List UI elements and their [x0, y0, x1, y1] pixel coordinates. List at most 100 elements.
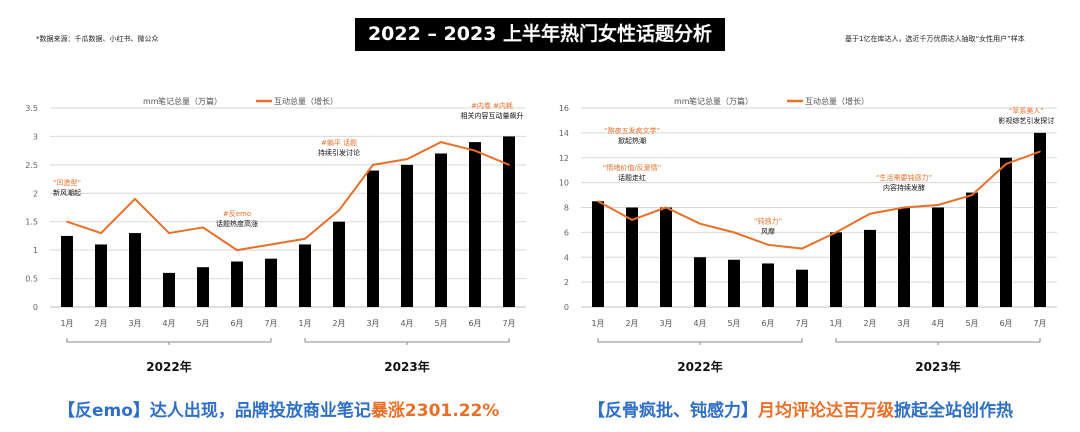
annotation-text: 新风潮起 — [53, 188, 81, 197]
x-tick-label: 1月 — [298, 319, 311, 328]
line-point — [801, 247, 803, 250]
x-tick-label: 7月 — [1033, 319, 1046, 328]
legend-line-label: 互动总量（增长） — [274, 96, 338, 106]
x-tick-label: 3月 — [897, 319, 910, 328]
caption-left-part1: 【反emo】达人出现，品牌投放商业笔记 — [58, 401, 371, 421]
bar — [163, 272, 175, 307]
line-point — [903, 206, 905, 209]
annotation-tag: #内卷 #内耗 — [471, 101, 513, 110]
y-tick-label: 4 — [564, 253, 569, 262]
bar — [503, 136, 515, 307]
x-tick-label: 3月 — [128, 319, 141, 328]
x-tick-label: 3月 — [659, 319, 672, 328]
x-tick-label: 5月 — [727, 319, 740, 328]
annotation-text: 掀起热潮 — [618, 136, 646, 145]
bar — [469, 142, 481, 307]
caption-right-part1: 【反骨疯批、钝感力】 — [588, 401, 758, 421]
x-tick-label: 2月 — [625, 319, 638, 328]
line-point — [100, 232, 102, 234]
line-point — [835, 231, 837, 234]
y-tick-label: 3.5 — [25, 104, 38, 113]
line-point — [733, 231, 735, 234]
bar — [367, 170, 379, 307]
bar — [660, 207, 672, 307]
y-tick-label: 3 — [33, 132, 38, 141]
line-series — [597, 150, 1041, 250]
bar — [762, 263, 774, 307]
x-tick-label: 6月 — [230, 319, 243, 328]
bar — [592, 201, 604, 307]
line-point — [597, 200, 599, 203]
annotation-tag: “情绪价值/反爱情” — [603, 163, 662, 172]
bar — [197, 267, 209, 307]
bar — [231, 261, 243, 307]
bar — [1034, 132, 1046, 307]
y-tick-label: 0.5 — [25, 275, 38, 284]
x-tick-label: 7月 — [795, 319, 808, 328]
line-point — [971, 194, 973, 196]
line-point — [474, 149, 476, 152]
x-tick-label: 2月 — [94, 319, 107, 328]
bar — [1000, 157, 1012, 307]
group-bracket — [597, 338, 803, 345]
annotation-tag: “凹造型” — [53, 178, 81, 187]
line-point — [631, 219, 633, 221]
group-bracket — [835, 338, 1041, 345]
page-title: 2022 – 2023 上半年热门女性话题分析 — [355, 18, 725, 51]
y-tick-label: 12 — [559, 154, 569, 163]
caption-right-part2: 月均评论达百万级 — [758, 401, 894, 421]
y-tick-label: 0 — [564, 303, 569, 312]
line-point — [869, 212, 871, 215]
x-tick-label: 6月 — [761, 319, 774, 328]
legend-line-label: 互动总量（增长） — [805, 96, 869, 106]
line-point — [304, 237, 306, 240]
bar — [932, 207, 944, 307]
line-point — [270, 243, 272, 246]
x-tick-label: 7月 — [502, 319, 515, 328]
line-point — [665, 206, 667, 209]
y-tick-label: 2.5 — [25, 161, 38, 170]
line-series — [66, 141, 510, 252]
y-tick-label: 16 — [559, 104, 569, 113]
line-point — [440, 141, 442, 143]
line-point — [168, 232, 170, 234]
bar — [728, 259, 740, 307]
line-point — [406, 158, 408, 160]
line-point — [1039, 150, 1041, 153]
x-tick-label: 6月 — [999, 319, 1012, 328]
group-label: 2022年 — [146, 359, 191, 374]
x-tick-label: 5月 — [965, 319, 978, 328]
bar — [299, 244, 311, 307]
line-point — [338, 209, 340, 212]
x-tick-label: 5月 — [434, 319, 447, 328]
caption-left-part2: 暴涨2301.22% — [370, 401, 500, 421]
line-point — [1005, 163, 1007, 165]
x-tick-label: 2月 — [332, 319, 345, 328]
y-tick-label: 10 — [559, 179, 569, 188]
bar — [129, 233, 141, 307]
legend-bar-swatch: mm — [674, 97, 690, 106]
legend-bar-label: 笔记总量（万篇） — [689, 96, 753, 106]
x-tick-label: 4月 — [931, 319, 944, 328]
annotation-text: 持续引发讨论 — [318, 148, 360, 157]
x-tick-label: 3月 — [366, 319, 379, 328]
x-tick-label: 4月 — [162, 319, 175, 328]
annotation-text: 话题热度高涨 — [216, 219, 258, 228]
annotation-tag: “草系美人” — [1009, 106, 1044, 115]
y-tick-label: 14 — [559, 129, 569, 138]
legend-bar-swatch: mm — [143, 97, 159, 106]
group-label: 2022年 — [677, 359, 722, 374]
bar — [626, 207, 638, 307]
x-tick-label: 5月 — [196, 319, 209, 328]
x-tick-label: 1月 — [829, 319, 842, 328]
sample-note: 基于1亿在库达人，选近千万优质达人抽取“女性用户”样本 — [845, 35, 1025, 43]
y-tick-label: 1.5 — [25, 218, 38, 227]
annotation-text: 风靡 — [761, 227, 775, 236]
x-tick-label: 1月 — [591, 319, 604, 328]
y-tick-label: 2 — [33, 189, 38, 198]
line-point — [508, 164, 510, 166]
bar — [333, 221, 345, 307]
annotation-text: 内容持续发酵 — [883, 183, 925, 192]
bar — [830, 232, 842, 307]
